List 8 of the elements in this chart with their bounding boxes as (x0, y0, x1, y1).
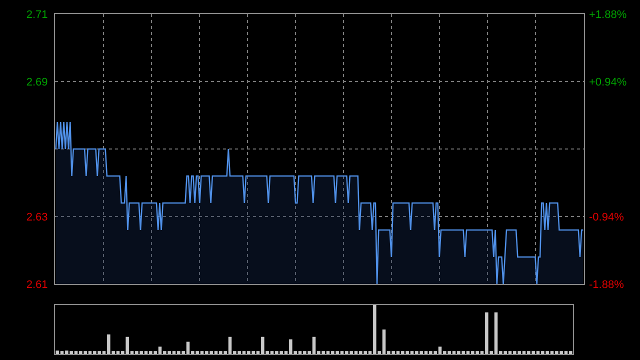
y-tick-label: 2.69 (26, 76, 48, 88)
y-tick-label: 2.63 (26, 211, 48, 224)
y2-tick-label: +0.94% (589, 76, 627, 88)
y2-tick-label: +1.88% (589, 8, 627, 21)
y-tick-label: 2.61 (26, 278, 48, 291)
y2-tick-label: -0.94% (589, 211, 624, 224)
y2-tick-label: -1.88% (589, 278, 624, 291)
y-tick-label: 2.71 (26, 8, 48, 21)
